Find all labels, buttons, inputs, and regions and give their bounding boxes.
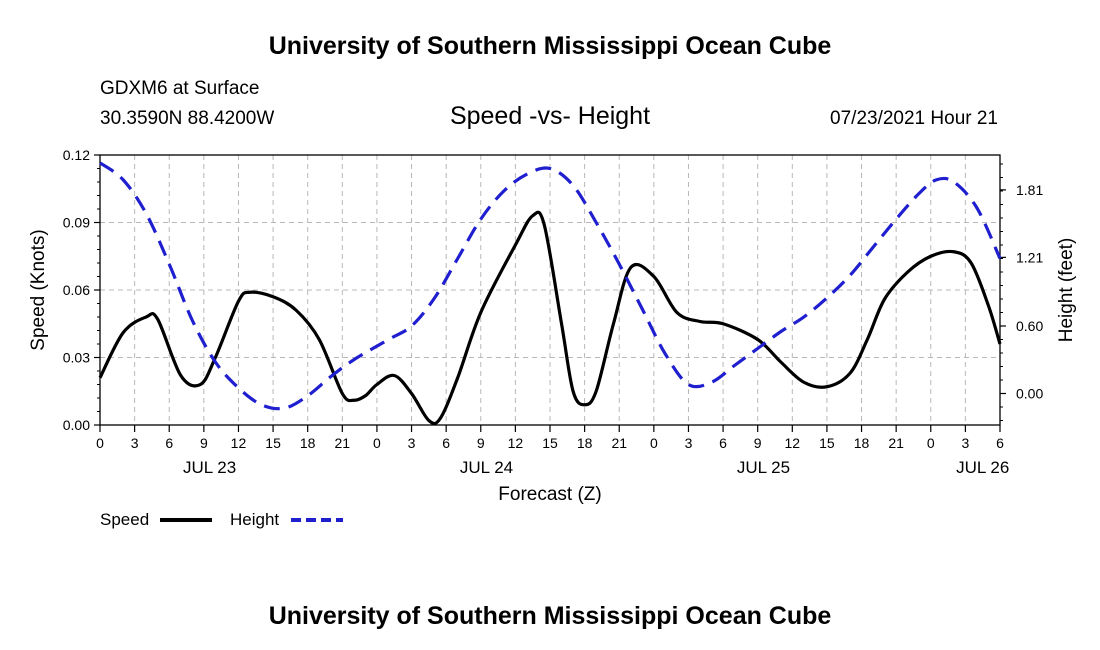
axes: 0 3 6 9 12 15 18 21 0 3 6 9 12 15 18 21 0 3 6 9 12 15 18 21 0 3 6 0… (63, 147, 1044, 477)
x-tick-label: 6 (442, 435, 450, 451)
x-tick-label: 0 (650, 435, 658, 451)
x-tick-label: 21 (888, 435, 904, 451)
x-tick-label: 9 (754, 435, 762, 451)
x-tick-label: 6 (165, 435, 173, 451)
station-label: GDXM6 at Surface (100, 78, 259, 99)
height-series-line (99, 161, 1002, 411)
grid (100, 155, 1000, 425)
x-tick-label: 9 (200, 435, 208, 451)
x-tick-label: 6 (719, 435, 727, 451)
x-day-label: JUL 24 (460, 458, 513, 477)
x-tick-label: 18 (577, 435, 593, 451)
x-tick-label: 0 (927, 435, 935, 451)
y-right-axis-label: Height (feet) (1056, 238, 1077, 343)
x-tick-label: 18 (854, 435, 870, 451)
y-right-tick-label: 1.81 (1016, 182, 1043, 198)
y-left-tick-label: 0.06 (63, 282, 90, 298)
x-tick-label: 12 (231, 435, 247, 451)
x-day-label: JUL 23 (183, 458, 236, 477)
x-axis-label: Forecast (Z) (498, 484, 601, 505)
page-title-bottom: University of Southern Mississippi Ocean… (269, 602, 832, 630)
x-tick-label: 18 (300, 435, 316, 451)
legend-speed-label: Speed (100, 510, 149, 529)
y-right-tick-label: 0.00 (1016, 386, 1043, 402)
x-tick-label: 3 (685, 435, 693, 451)
y-left-axis-label: Speed (Knots) (28, 229, 49, 350)
x-tick-label: 0 (373, 435, 381, 451)
x-tick-label: 12 (785, 435, 801, 451)
legend: Speed Height (100, 510, 343, 529)
x-tick-label: 3 (131, 435, 139, 451)
x-tick-label: 21 (335, 435, 351, 451)
x-tick-label: 15 (819, 435, 835, 451)
location-label: 30.3590N 88.4200W (100, 108, 274, 129)
x-tick-label: 6 (996, 435, 1004, 451)
y-right-tick-label: 1.21 (1016, 249, 1043, 265)
x-tick-label: 3 (408, 435, 416, 451)
x-tick-label: 15 (265, 435, 281, 451)
x-day-label: JUL 25 (737, 458, 790, 477)
x-tick-label: 9 (477, 435, 485, 451)
page-title-top: University of Southern Mississippi Ocean… (269, 32, 832, 60)
x-tick-label: 0 (96, 435, 104, 451)
chart-subtitle: Speed -vs- Height (450, 102, 650, 130)
x-day-label: JUL 26 (956, 458, 1009, 477)
y-left-tick-label: 0.09 (63, 215, 90, 231)
forecast-datetime: 07/23/2021 Hour 21 (830, 108, 998, 129)
x-tick-label: 15 (542, 435, 558, 451)
y-left-tick-label: 0.12 (63, 147, 90, 163)
x-tick-label: 3 (961, 435, 969, 451)
y-right-tick-label: 0.60 (1016, 318, 1043, 334)
x-tick-label: 21 (611, 435, 627, 451)
legend-height-label: Height (230, 510, 279, 529)
speed-series-line (98, 210, 1002, 426)
series-lines (98, 161, 1002, 426)
y-left-tick-label: 0.03 (63, 350, 90, 366)
x-tick-label: 12 (508, 435, 524, 451)
y-left-tick-label: 0.00 (63, 417, 90, 433)
